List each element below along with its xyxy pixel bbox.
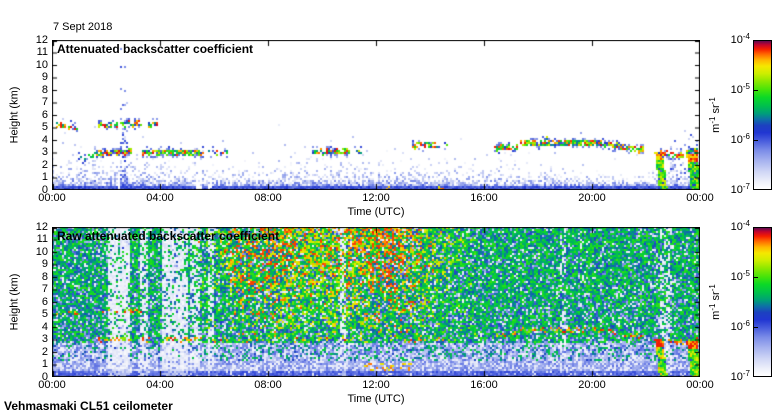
ytick-label: 2	[41, 158, 48, 171]
panel-title-attenuated: Attenuated backscatter coefficient	[57, 42, 254, 56]
time-axis-label-top: Time (UTC)	[347, 206, 405, 218]
colorbar-tick-label: 10-7	[730, 182, 750, 196]
colorbar-tick-label: 10-6	[730, 132, 750, 146]
ytick-label: 6	[41, 295, 48, 308]
xtick-label: 08:00	[254, 379, 282, 391]
ytick-label: 11	[36, 233, 48, 245]
colorbar-tick-mark	[754, 277, 758, 278]
attenuated-backscatter-heatmap	[52, 40, 700, 190]
ytick-label: 12	[35, 220, 48, 233]
ytick-label: 0	[41, 183, 48, 196]
xtick-label: 20:00	[578, 379, 606, 391]
colorbar-tick-label: 10-6	[730, 319, 750, 333]
xtick-label: 16:00	[470, 192, 498, 204]
colorbar-unit-label-bottom: m-1 sr-1	[703, 227, 729, 377]
ytick-label: 12	[35, 33, 48, 46]
xtick-label: 20:00	[578, 192, 606, 204]
raw-backscatter-heatmap	[52, 227, 700, 377]
ytick-label: 9	[41, 71, 48, 83]
ytick-label: 10	[35, 245, 48, 258]
ytick-label: 7	[41, 96, 48, 108]
ytick-label: 1	[41, 358, 48, 370]
xtick-label: 12:00	[362, 192, 390, 204]
station-label: Vehmasmaki CL51 ceilometer	[4, 399, 173, 413]
xtick-label: 00:00	[38, 379, 66, 391]
colorbar-bottom	[753, 227, 772, 377]
colorbar-tick-label: 10-4	[730, 32, 750, 46]
colorbar-tick-mark	[754, 90, 758, 91]
colorbar-tick-label: 10-5	[730, 82, 750, 96]
colorbar-tick-mark	[754, 140, 758, 141]
ytick-label: 4	[41, 320, 48, 333]
ytick-label: 1	[41, 171, 48, 183]
xtick-label: 00:00	[686, 379, 714, 391]
colorbar-tick-label: 10-5	[730, 269, 750, 283]
ytick-label: 5	[41, 121, 48, 133]
colorbar-tick-mark	[754, 327, 758, 328]
ytick-label: 10	[35, 58, 48, 71]
ytick-label: 9	[41, 258, 48, 270]
time-axis-label-bottom: Time (UTC)	[347, 393, 405, 405]
panel-title-raw: Raw attenuated backscatter coefficient	[57, 229, 280, 243]
colorbar-unit-text: m-1 sr-1	[708, 284, 722, 320]
ytick-label: 3	[41, 146, 48, 158]
ytick-label: 8	[41, 270, 48, 283]
ytick-label: 7	[41, 283, 48, 295]
xtick-label: 00:00	[38, 192, 66, 204]
xtick-label: 00:00	[686, 192, 714, 204]
colorbar-unit-label-top: m-1 sr-1	[703, 40, 729, 190]
ytick-label: 4	[41, 133, 48, 146]
xtick-label: 04:00	[146, 192, 174, 204]
xtick-label: 12:00	[362, 379, 390, 391]
colorbar-unit-text: m-1 sr-1	[708, 97, 722, 133]
ytick-label: 8	[41, 83, 48, 96]
ytick-label: 0	[41, 370, 48, 383]
date-label: 7 Sept 2018	[53, 21, 113, 33]
colorbar-tick-label: 10-7	[730, 369, 750, 383]
xtick-label: 16:00	[470, 379, 498, 391]
ytick-label: 2	[41, 345, 48, 358]
colorbar-tick-label: 10-4	[730, 219, 750, 233]
colorbar-top	[753, 40, 772, 190]
xtick-label: 08:00	[254, 192, 282, 204]
xtick-label: 04:00	[146, 379, 174, 391]
ytick-label: 11	[36, 46, 48, 58]
ytick-label: 5	[41, 308, 48, 320]
ytick-label: 3	[41, 333, 48, 345]
ytick-label: 6	[41, 108, 48, 121]
